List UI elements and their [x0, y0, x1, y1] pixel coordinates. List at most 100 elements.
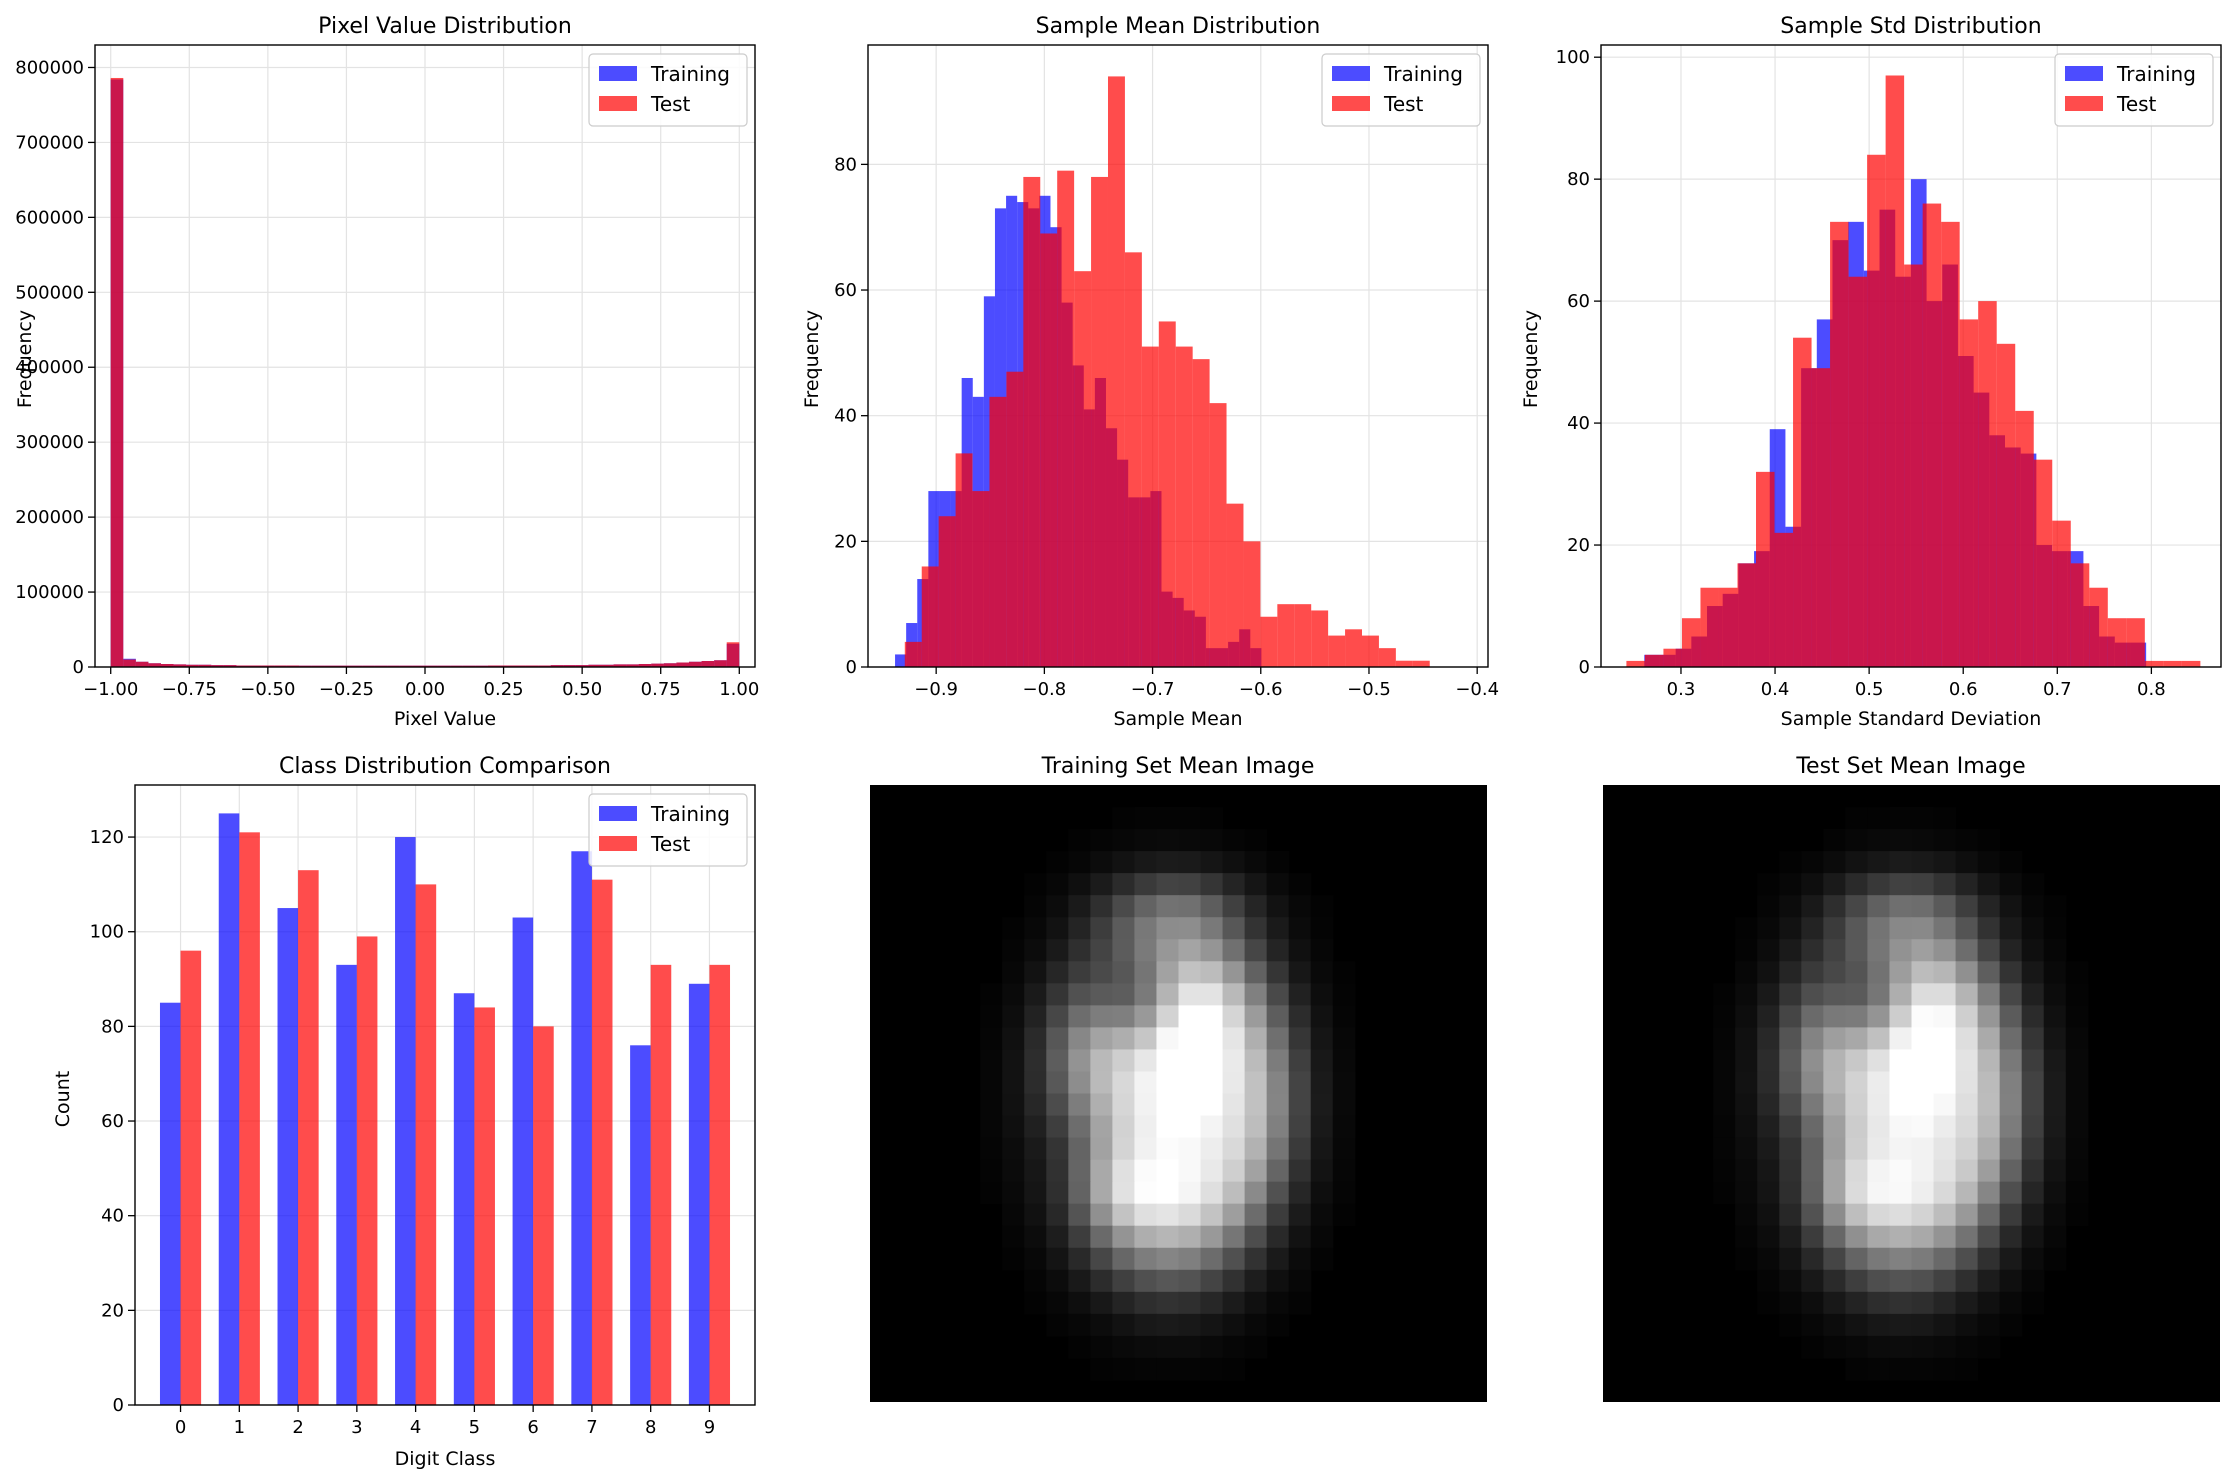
- train-mean-image-pixel: [1134, 829, 1158, 852]
- test-mean-image-pixel: [1911, 851, 1935, 874]
- std-title: Sample Std Distribution: [1780, 14, 2041, 39]
- test-mean-image-pixel: [1955, 1335, 1979, 1359]
- test-mean-image-pixel: [1757, 1115, 1780, 1139]
- mean-bar-test-13: [1124, 252, 1142, 668]
- train-mean-image-pixel: [1244, 1247, 1268, 1271]
- test-mean-image-pixel: [1713, 1005, 1736, 1028]
- train-mean-image-pixel: [1288, 983, 1312, 1006]
- test-mean-image-pixel: [1757, 961, 1780, 984]
- std-bar-test-8: [1774, 532, 1794, 667]
- train-mean-image-pixel: [1222, 851, 1246, 874]
- train-mean-image-pixel: [1310, 983, 1334, 1006]
- train-mean-image-pixel: [1288, 1225, 1312, 1249]
- class-legend-swatch-training: [599, 806, 637, 821]
- pixel-legend-label-training: Training: [650, 62, 730, 86]
- train-mean-image-pixel: [1222, 1093, 1246, 1117]
- test-mean-image-pixel: [1889, 1115, 1913, 1139]
- train-mean-image-pixel: [1090, 1313, 1113, 1337]
- class-xtick-label: 6: [527, 1417, 538, 1438]
- test-mean-image-pixel: [1757, 1071, 1780, 1095]
- pixel-ytick-label: 0: [73, 657, 84, 678]
- test-mean-image-pixel: [2021, 1137, 2045, 1161]
- train-mean-image-pixel: [1046, 1247, 1069, 1271]
- test-mean-image-pixel: [1845, 829, 1869, 852]
- train-mean-image-pixel: [980, 1071, 1003, 1095]
- train-mean-image-pixel: [1046, 851, 1069, 874]
- test-mean-image-pixel: [1801, 983, 1824, 1006]
- test-mean-image-pixel: [1999, 1049, 2023, 1073]
- train-mean-image-pixel: [1178, 1005, 1202, 1028]
- train-mean-image-pixel: [1024, 1049, 1047, 1073]
- test-mean-image-pixel: [1845, 1049, 1869, 1073]
- train-mean-image-pixel: [1024, 939, 1047, 962]
- class-bar-training-8: [630, 1045, 651, 1405]
- test-mean-image-pixel: [1779, 1313, 1802, 1337]
- pixel-bar-test-0: [110, 77, 124, 667]
- train-mean-image-pixel: [1156, 1335, 1180, 1359]
- test-mean-image-pixel: [1955, 1269, 1979, 1293]
- train-mean-image-pixel: [1178, 1159, 1202, 1183]
- test-mean-image-pixel: [1801, 1291, 1824, 1315]
- test-mean-image-pixel: [1955, 1027, 1979, 1051]
- train-mean-image-pixel: [1178, 1247, 1202, 1271]
- pixel-xtick-label: 1.00: [719, 679, 759, 700]
- train-mean-image-pixel: [980, 983, 1003, 1006]
- std-bar-test-19: [1978, 301, 1997, 667]
- class-bar-training-4: [395, 837, 416, 1405]
- pixel-bar-test-37: [575, 665, 589, 667]
- test-mean-image-pixel: [1867, 1071, 1891, 1095]
- train-mean-image-pixel: [1134, 895, 1158, 918]
- train-image-title: Training Set Mean Image: [1041, 754, 1315, 779]
- train-mean-image-pixel: [1024, 1203, 1047, 1227]
- std-bar-test-12: [1848, 276, 1868, 667]
- test-mean-image-pixel: [1999, 895, 2023, 918]
- test-mean-image-pixel: [1911, 807, 1935, 830]
- test-mean-image-pixel: [1713, 983, 1736, 1006]
- train-mean-image-pixel: [1112, 1225, 1136, 1249]
- test-mean-image-pixel: [1999, 983, 2023, 1006]
- test-mean-image-pixel: [1735, 1159, 1758, 1183]
- mean-bar-test-15: [1158, 321, 1176, 667]
- train-mean-image-pixel: [1178, 939, 1202, 962]
- class-legend-label-test: Test: [650, 832, 691, 856]
- train-mean-image-pixel: [1178, 961, 1202, 984]
- mean-bar-test-1: [921, 566, 939, 667]
- train-mean-image-pixel: [1068, 851, 1091, 874]
- train-mean-image-pixel: [1200, 873, 1224, 896]
- train-mean-image-pixel: [1134, 1357, 1158, 1381]
- pixel-value-histogram-panel: Pixel Value Distribution Pixel Value Fre…: [14, 14, 759, 730]
- test-mean-image-pixel: [2043, 983, 2067, 1006]
- test-mean-image-pixel: [1911, 1159, 1935, 1183]
- test-mean-image-pixel: [1933, 851, 1957, 874]
- train-mean-image-pixel: [1200, 1093, 1224, 1117]
- train-mean-image-pixel: [1266, 961, 1290, 984]
- test-mean-image-pixel: [1735, 1137, 1758, 1161]
- train-mean-image-pixel: [1090, 1269, 1113, 1293]
- test-mean-image-pixel: [1845, 939, 1869, 962]
- mean-xtick-label: −0.8: [1023, 679, 1067, 700]
- test-mean-image-pixel: [1933, 1049, 1957, 1073]
- test-mean-image-pixel: [1911, 1357, 1935, 1381]
- train-mean-image-pixel: [1068, 1247, 1091, 1271]
- train-mean-image-pixel: [1222, 1159, 1246, 1183]
- test-mean-image-pixel: [1713, 1071, 1736, 1095]
- test-mean-image-pixel: [1999, 1115, 2023, 1139]
- test-mean-image-pixel: [1911, 1137, 1935, 1161]
- test-mean-image-pixel: [1779, 1225, 1802, 1249]
- pixel-ylabel: Frequency: [14, 310, 36, 408]
- std-xtick-label: 0.3: [1667, 679, 1696, 700]
- test-mean-image-pixel: [1889, 1225, 1913, 1249]
- test-mean-image-pixel: [1757, 873, 1780, 896]
- mean-bar-test-12: [1107, 76, 1125, 668]
- std-bar-test-7: [1756, 471, 1775, 667]
- test-mean-image-pixel: [1933, 939, 1957, 962]
- train-mean-image-pixel: [1178, 1071, 1202, 1095]
- train-mean-image-pixel: [1200, 1269, 1224, 1293]
- test-mean-image-pixel: [2043, 1181, 2067, 1205]
- train-mean-image-pixel: [1244, 1225, 1268, 1249]
- test-mean-image-pixel: [1867, 895, 1891, 918]
- test-mean-image-pixel: [1801, 1027, 1824, 1051]
- train-mean-image-pixel: [1068, 873, 1091, 896]
- class-ytick-label: 0: [113, 1395, 124, 1416]
- test-mean-image-pixel: [1867, 851, 1891, 874]
